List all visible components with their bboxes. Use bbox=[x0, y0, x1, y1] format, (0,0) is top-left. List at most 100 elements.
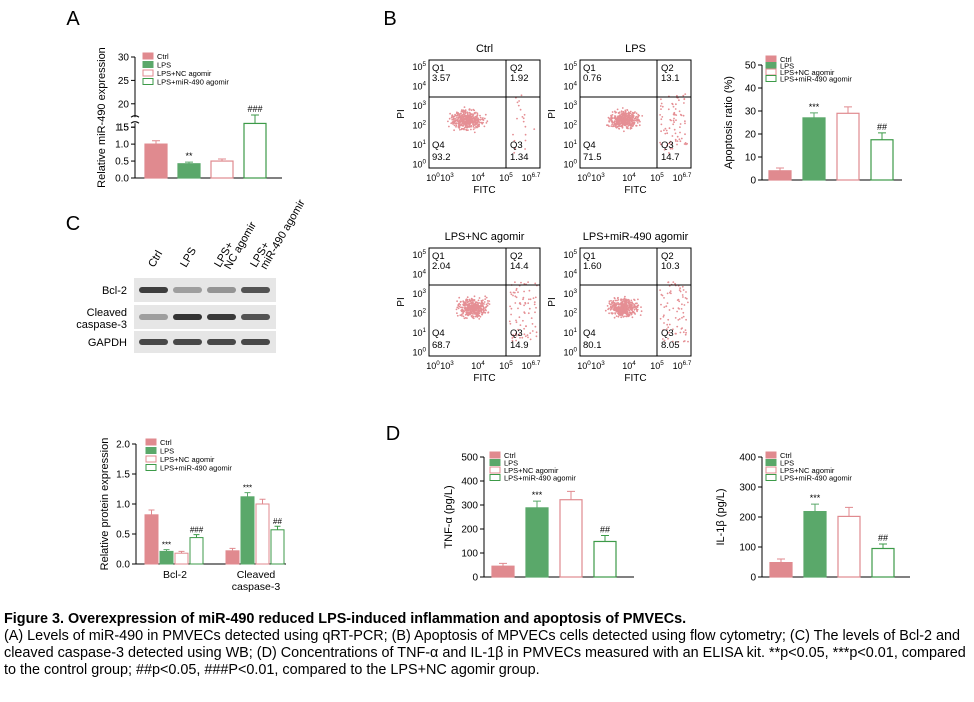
flow-event bbox=[615, 123, 618, 126]
legend-label: LPS bbox=[157, 61, 171, 70]
flow-event bbox=[464, 126, 466, 129]
quadrant-value: 8.05 bbox=[661, 340, 680, 351]
flow-event bbox=[524, 148, 526, 150]
legend-swatch bbox=[142, 61, 154, 68]
flow-event bbox=[618, 115, 621, 118]
legend-label: LPS+miR-490 agomir bbox=[504, 474, 576, 483]
quadrant-value: 71.5 bbox=[583, 152, 602, 163]
flow-event bbox=[514, 147, 516, 150]
flow-event bbox=[623, 311, 626, 313]
flow-event bbox=[660, 123, 663, 126]
legend-label: LPS+miR-490 agomir bbox=[157, 78, 229, 87]
bar bbox=[177, 163, 201, 179]
y-axis-label: Relative miR-490 expression bbox=[96, 47, 108, 188]
flow-event bbox=[478, 318, 481, 320]
bar bbox=[491, 565, 515, 578]
flow-x-tick-label: 104 bbox=[622, 172, 636, 183]
legend-swatch bbox=[765, 459, 777, 466]
flow-event bbox=[608, 125, 610, 128]
flow-event bbox=[666, 292, 669, 295]
flow-x-axis-label: FITC bbox=[473, 185, 495, 196]
flow-event bbox=[624, 303, 627, 305]
error-bar bbox=[163, 549, 170, 552]
flow-event bbox=[628, 112, 630, 115]
flow-event bbox=[630, 124, 632, 127]
flow-event bbox=[520, 281, 522, 284]
flow-event bbox=[475, 311, 477, 314]
y-tick-label: 300 bbox=[739, 483, 756, 494]
flow-event bbox=[626, 299, 628, 302]
blot-row-label: GAPDH bbox=[88, 337, 127, 349]
flow-event bbox=[529, 338, 532, 341]
flow-event bbox=[685, 318, 687, 321]
flow-event bbox=[517, 104, 520, 107]
flow-event bbox=[623, 113, 625, 116]
quadrant-value: 14.4 bbox=[510, 261, 529, 272]
flow-event bbox=[616, 299, 618, 302]
flow-event bbox=[488, 300, 491, 302]
flow-event bbox=[685, 143, 687, 146]
flow-event bbox=[618, 303, 621, 306]
flow-event bbox=[466, 111, 468, 114]
flow-event bbox=[527, 281, 529, 283]
legend-label: Ctrl bbox=[160, 438, 172, 447]
flow-y-tick-label: 104 bbox=[412, 268, 426, 279]
flow-event bbox=[660, 303, 662, 306]
error-bar bbox=[218, 158, 226, 162]
flow-event bbox=[530, 317, 533, 319]
flow-event bbox=[659, 114, 661, 116]
error-bar bbox=[878, 132, 886, 140]
flow-event bbox=[629, 110, 632, 113]
flow-event bbox=[472, 108, 475, 111]
flow-event bbox=[477, 120, 480, 123]
flow-event bbox=[525, 325, 527, 328]
y-tick-label: 400 bbox=[461, 477, 478, 488]
flow-event bbox=[672, 113, 675, 116]
flow-event bbox=[521, 116, 524, 118]
flow-event bbox=[521, 336, 524, 339]
flow-event bbox=[460, 123, 463, 126]
y-tick-label: 10 bbox=[745, 153, 757, 164]
flow-event bbox=[478, 308, 480, 311]
flow-event bbox=[454, 113, 456, 116]
flow-event bbox=[458, 296, 461, 299]
flow-event bbox=[666, 323, 669, 326]
flow-event bbox=[608, 307, 610, 310]
error-bar bbox=[178, 550, 185, 554]
caption-body: (A) Levels of miR-490 in PMVECs detected… bbox=[4, 628, 966, 678]
y-tick-label: 0.0 bbox=[116, 560, 130, 571]
flow-event bbox=[663, 306, 666, 308]
blot-row-label: Bcl-2 bbox=[102, 285, 127, 297]
flow-event bbox=[683, 102, 685, 104]
flow-event bbox=[476, 124, 479, 127]
flow-event bbox=[616, 122, 619, 124]
legend-swatch bbox=[145, 438, 157, 446]
flow-plot-frame bbox=[579, 247, 692, 357]
bar bbox=[174, 552, 189, 565]
flow-event bbox=[640, 310, 643, 313]
bar bbox=[144, 514, 159, 565]
flow-event bbox=[466, 301, 469, 304]
flow-event bbox=[680, 114, 683, 117]
flow-event bbox=[517, 307, 519, 310]
flow-event bbox=[470, 109, 473, 112]
flow-event bbox=[610, 307, 613, 310]
flow-event bbox=[674, 138, 677, 141]
flow-event bbox=[479, 305, 482, 308]
flow-event bbox=[477, 311, 480, 313]
flow-event bbox=[481, 313, 484, 316]
flow-event bbox=[634, 111, 636, 113]
flow-event bbox=[529, 298, 532, 301]
flow-y-axis-label: PI bbox=[396, 297, 407, 306]
flow-event bbox=[604, 309, 607, 312]
flow-event bbox=[679, 331, 682, 334]
flow-event bbox=[635, 307, 637, 309]
flow-event bbox=[459, 304, 462, 306]
flow-event bbox=[673, 117, 675, 120]
flow-event bbox=[684, 329, 687, 331]
flow-event bbox=[533, 128, 536, 131]
flow-event bbox=[473, 124, 475, 127]
flow-event bbox=[515, 296, 518, 299]
flow-event bbox=[684, 142, 687, 144]
flow-plot-title: Ctrl bbox=[476, 43, 493, 55]
